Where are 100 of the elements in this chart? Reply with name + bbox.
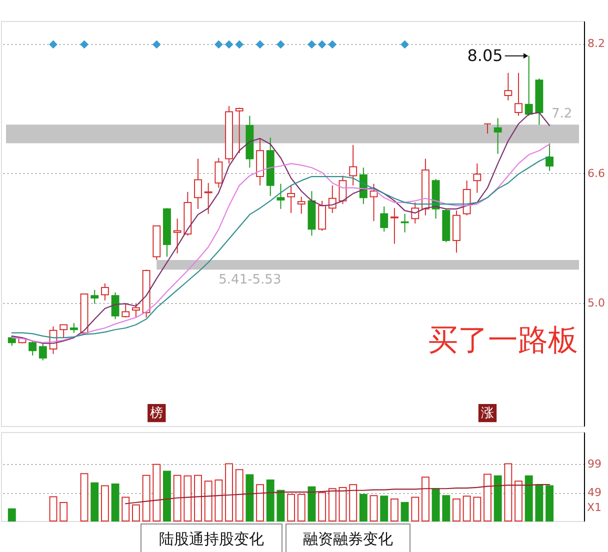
point bbox=[328, 40, 337, 49]
bar bbox=[142, 474, 150, 522]
point bbox=[49, 40, 58, 49]
candlestick bbox=[38, 342, 47, 361]
candlestick bbox=[494, 118, 502, 154]
data-label: 榜 bbox=[150, 406, 164, 422]
candlestick bbox=[473, 163, 482, 194]
bar bbox=[421, 476, 430, 522]
bar bbox=[8, 508, 16, 522]
bar bbox=[318, 492, 326, 522]
bar bbox=[462, 496, 471, 522]
bar bbox=[524, 475, 533, 522]
candlestick bbox=[297, 196, 306, 214]
bar bbox=[225, 463, 233, 522]
candlestick bbox=[524, 55, 533, 116]
candlestick bbox=[390, 208, 398, 244]
bar bbox=[214, 479, 223, 522]
bar bbox=[287, 494, 296, 522]
candlestick bbox=[235, 107, 244, 154]
point bbox=[224, 40, 234, 49]
band-label: 5.41-5.53 bbox=[218, 272, 282, 288]
point bbox=[318, 40, 326, 49]
candlestick bbox=[484, 123, 492, 134]
y-tick-label: 6.6 bbox=[588, 166, 605, 180]
text: 陆股通持股变化 bbox=[159, 530, 264, 548]
point bbox=[214, 40, 223, 49]
bar bbox=[235, 469, 244, 522]
candlestick bbox=[318, 200, 326, 232]
annotation: 买了一路板 bbox=[428, 322, 578, 358]
point bbox=[308, 40, 316, 49]
candlestick bbox=[514, 72, 522, 116]
bar bbox=[546, 485, 554, 522]
bar bbox=[338, 486, 347, 522]
bar bbox=[494, 475, 502, 522]
bar bbox=[111, 484, 120, 522]
bar bbox=[194, 474, 202, 522]
bar bbox=[432, 488, 440, 522]
candlestick bbox=[349, 144, 358, 186]
candlestick bbox=[111, 292, 120, 320]
candlestick bbox=[173, 218, 182, 254]
bar bbox=[184, 475, 192, 522]
candlestick bbox=[122, 303, 130, 318]
y-tick-label: 99 bbox=[588, 457, 602, 470]
bar bbox=[349, 484, 358, 522]
candlestick bbox=[194, 158, 202, 210]
candlestick bbox=[276, 183, 285, 210]
bar bbox=[535, 484, 544, 522]
candlestick bbox=[70, 322, 78, 334]
bar bbox=[276, 490, 285, 522]
bar bbox=[132, 504, 140, 522]
candlestick bbox=[28, 340, 37, 356]
bar bbox=[504, 463, 512, 522]
y-tick-label: 8.2 bbox=[588, 37, 605, 50]
bar bbox=[122, 496, 130, 522]
point bbox=[256, 40, 264, 49]
bar bbox=[152, 464, 161, 522]
text: 融资融券变化 bbox=[303, 530, 393, 548]
bar bbox=[308, 486, 316, 522]
bar bbox=[380, 496, 388, 522]
bar bbox=[90, 482, 99, 522]
bar bbox=[452, 498, 460, 522]
candlestick bbox=[100, 282, 109, 301]
y-tick-label: 5.0 bbox=[588, 296, 605, 310]
candlestick bbox=[90, 289, 99, 304]
y-tick-label: 49 bbox=[588, 486, 602, 500]
point bbox=[80, 40, 88, 49]
bar bbox=[359, 494, 368, 522]
line-series bbox=[125, 484, 550, 504]
bar bbox=[484, 474, 492, 522]
candlestick bbox=[132, 303, 140, 318]
band-label: 7.2 bbox=[552, 106, 572, 122]
data-label: 8.05 bbox=[467, 46, 503, 65]
bar bbox=[411, 496, 420, 522]
candlestick bbox=[287, 184, 296, 214]
bar bbox=[266, 479, 274, 522]
candlestick bbox=[546, 142, 554, 172]
bar bbox=[173, 474, 182, 522]
bar bbox=[60, 502, 68, 522]
data-label: 涨 bbox=[481, 406, 494, 422]
bar bbox=[246, 474, 254, 522]
bar bbox=[328, 488, 336, 522]
bar bbox=[49, 496, 58, 522]
bar bbox=[204, 480, 212, 522]
bar bbox=[400, 502, 409, 522]
candlestick bbox=[380, 206, 388, 232]
bar bbox=[297, 494, 306, 522]
bar bbox=[163, 470, 171, 522]
bar bbox=[473, 496, 482, 522]
candlestick bbox=[60, 324, 68, 338]
point bbox=[235, 40, 244, 49]
bar bbox=[80, 473, 88, 522]
point bbox=[152, 40, 161, 49]
bar bbox=[390, 498, 398, 522]
point bbox=[276, 40, 285, 49]
bar bbox=[370, 495, 378, 522]
candlestick bbox=[411, 202, 420, 224]
point bbox=[400, 40, 409, 49]
bar bbox=[442, 495, 450, 522]
candlestick bbox=[504, 72, 512, 101]
y-axis-title: X1 bbox=[587, 501, 602, 514]
